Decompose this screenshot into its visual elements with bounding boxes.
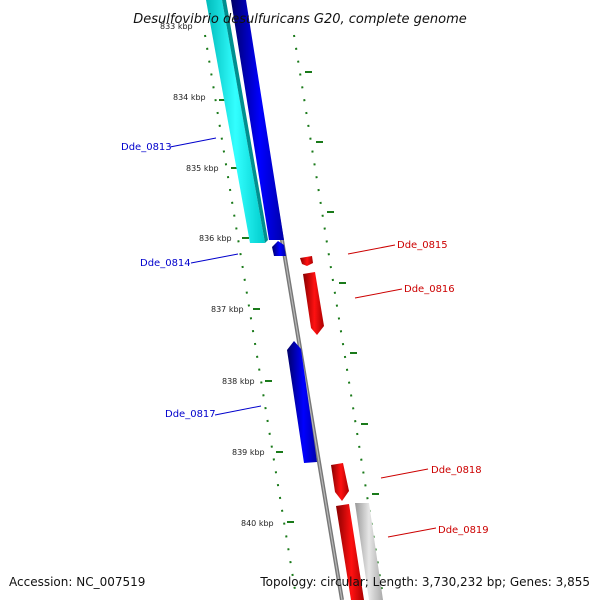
gene-dde-0819[interactable]: [336, 504, 364, 600]
ruler-tick-label: 837 kbp: [211, 305, 244, 314]
topology-text: Topology: circular; Length: 3,730,232 bp…: [259, 575, 590, 589]
ruler: 834 kbp 835 kbp 836 kbp 837 kbp 838 kbp …: [173, 93, 294, 528]
accession-text: Accession: NC_007519: [9, 575, 145, 589]
cyan-feature[interactable]: [206, 0, 265, 243]
gene-label-dde-0819[interactable]: Dde_0819: [438, 525, 489, 536]
gene-label-dde-0814[interactable]: Dde_0814: [140, 258, 191, 269]
ruler-tick-label: 839 kbp: [232, 448, 265, 457]
ruler-tick-label: 835 kbp: [186, 164, 219, 173]
ruler-tick-label: 836 kbp: [199, 234, 232, 243]
ruler-tick-label: 834 kbp: [173, 93, 206, 102]
gene-dde-0816[interactable]: [303, 272, 324, 335]
gene-dde-0815[interactable]: [300, 256, 313, 266]
gene-label-dde-0818[interactable]: Dde_0818: [431, 465, 482, 476]
gene-label-dde-0817[interactable]: Dde_0817: [165, 409, 216, 420]
cyan-feature-edge: [222, 0, 268, 243]
gene-label-dde-0813[interactable]: Dde_0813: [121, 142, 172, 153]
gene-dde-0818[interactable]: [331, 463, 349, 501]
gene-dde-0817[interactable]: [287, 341, 317, 463]
gene-dde-0813[interactable]: [231, 0, 284, 240]
tick-label-partial: 833 kbp: [160, 22, 193, 31]
left-dotted-track: [204, 34, 296, 591]
gene-label-dde-0815[interactable]: Dde_0815: [397, 240, 448, 251]
ruler-tick-label: 840 kbp: [241, 519, 274, 528]
gene-dde-0814[interactable]: [272, 241, 286, 256]
gray-feature[interactable]: [355, 503, 383, 600]
map-title: Desulfovibrio desulfuricans G20, complet…: [133, 12, 467, 27]
right-track-marks: [305, 71, 379, 495]
leader-lines: [169, 137, 437, 538]
gene-label-dde-0816[interactable]: Dde_0816: [404, 284, 455, 295]
right-dotted-track: [293, 34, 383, 591]
ruler-tick-label: 838 kbp: [222, 377, 255, 386]
